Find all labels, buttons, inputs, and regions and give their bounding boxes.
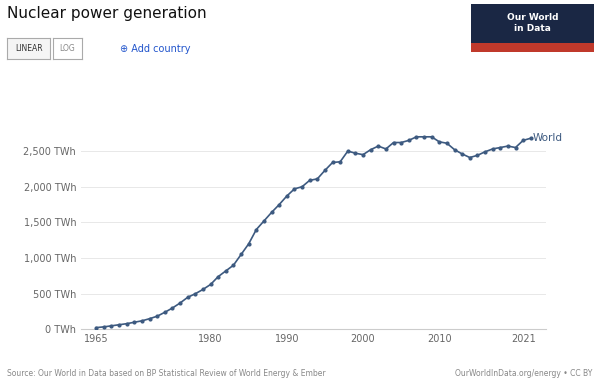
Text: OurWorldInData.org/energy • CC BY: OurWorldInData.org/energy • CC BY [455, 370, 593, 378]
Text: Nuclear power generation: Nuclear power generation [7, 6, 207, 21]
Text: World: World [533, 133, 563, 143]
Text: LOG: LOG [59, 44, 75, 53]
Text: ⊕ Add country: ⊕ Add country [120, 44, 191, 54]
Text: LINEAR: LINEAR [15, 44, 43, 53]
Text: Our World
in Data: Our World in Data [507, 13, 558, 33]
Text: Source: Our World in Data based on BP Statistical Review of World Energy & Ember: Source: Our World in Data based on BP St… [7, 370, 326, 378]
